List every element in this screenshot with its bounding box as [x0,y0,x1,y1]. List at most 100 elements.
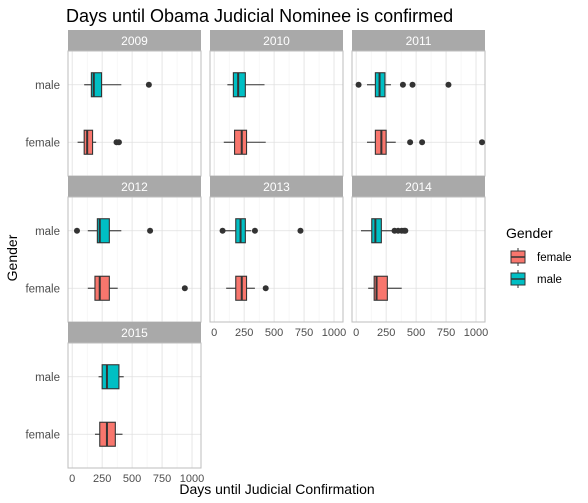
x-axis-title: Days until Judicial Confirmation [179,481,374,497]
panel-border [67,342,202,469]
x-tick-label: 0 [211,327,217,339]
panel-background [68,197,201,322]
facet-label: 2013 [263,180,290,194]
x-tick-label: 0 [353,327,359,339]
iqr-box [371,218,382,244]
x-tick-label: 1000 [180,473,204,485]
female-boxplot [226,275,269,301]
legend-item: male [508,269,562,289]
facet-panels: 2009 male female 2010 2011 2012 male female 2013… [25,30,488,485]
iqr-box [232,72,246,98]
x-tick-label: 750 [295,327,313,339]
y-tick-label: female [25,429,60,441]
facet-strip [210,30,343,51]
outlier-point [445,81,452,88]
facet-strip [68,30,201,51]
facet-label: 2010 [263,34,290,48]
x-tick-label: 500 [123,473,141,485]
iqr-box [90,72,103,98]
x-tick-label: 250 [235,327,253,339]
outlier-point [419,139,426,146]
legend-item: female [508,247,572,267]
female-boxplot [223,129,266,155]
female-boxplot [94,421,123,447]
panel-background [352,197,485,322]
outlier-point [147,227,154,234]
y-tick-label: male [35,372,60,384]
facet-strip [68,176,201,197]
iqr-box [96,218,110,244]
chart-title: Days until Obama Judicial Nominee is con… [66,6,453,26]
iqr-box [94,275,110,301]
iqr-box [234,129,248,155]
legend-title: Gender [506,225,553,241]
facet-panel: 2012 male female [25,176,202,323]
outlier-point [479,139,486,146]
outlier-point [251,227,258,234]
x-tick-label: 500 [407,327,425,339]
panel-border [209,196,344,323]
facet-panel: 2011 [351,30,486,177]
legend-label: female [537,252,572,264]
outlier-point [399,81,406,88]
panel-background [352,51,485,176]
panel-border [351,196,486,323]
facet-strip [68,322,201,343]
y-tick-label: male [35,80,60,92]
male-boxplot [355,72,452,98]
facet-label: 2012 [121,180,148,194]
male-boxplot [360,218,409,244]
panel-background [68,343,201,468]
panel-background [68,51,201,176]
male-boxplot [84,72,152,98]
outlier-point [181,285,188,292]
outlier-point [355,81,362,88]
female-boxplot [368,275,402,301]
outlier-point [73,227,80,234]
outlier-point [219,227,226,234]
facet-strip [352,176,485,197]
outlier-point [262,285,269,292]
outlier-point [409,81,416,88]
female-boxplot [87,275,188,301]
x-tick-label: 250 [93,473,111,485]
outlier-point [115,139,122,146]
facet-panel: 2015 male female 0 250 500 750 1000 [25,322,204,485]
female-boxplot [366,129,486,155]
y-axis-title: Gender [4,234,20,281]
outlier-point [297,227,304,234]
male-boxplot [73,218,154,244]
facet-strip [352,30,485,51]
facet-panel: 2014 0 250 500 750 1000 [351,176,488,339]
iqr-box [83,129,94,155]
x-tick-label: 0 [69,473,75,485]
x-tick-label: 1000 [464,327,488,339]
x-tick-label: 750 [153,473,171,485]
outlier-point [407,139,414,146]
outlier-point [145,81,152,88]
legend-label: male [537,274,562,286]
x-tick-label: 500 [265,327,283,339]
legend: Gender female male [506,225,572,289]
facet-strip [210,176,343,197]
male-boxplot [219,218,304,244]
y-tick-label: male [35,226,60,238]
iqr-box [101,364,120,390]
male-boxplot [98,364,124,390]
facet-panel: 2010 [209,30,344,177]
y-tick-label: female [25,283,60,295]
panel-background [210,51,343,176]
x-tick-label: 1000 [322,327,346,339]
facet-panel: 2009 male female [25,30,202,177]
facet-label: 2009 [121,34,148,48]
female-boxplot [77,129,122,155]
x-tick-label: 750 [437,327,455,339]
panel-background [210,197,343,322]
x-tick-label: 250 [377,327,395,339]
facet-panel: 2013 0 250 500 750 1000 [209,176,346,339]
facet-label: 2015 [121,326,148,340]
facet-label: 2014 [405,180,432,194]
male-boxplot [227,72,265,98]
outlier-point [402,227,409,234]
